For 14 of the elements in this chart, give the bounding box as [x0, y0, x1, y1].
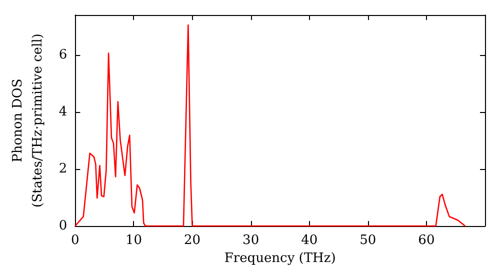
x-tick-label: 50 — [360, 233, 376, 248]
y-tick-label: 4 — [58, 104, 68, 120]
x-tick-label: 60 — [418, 233, 435, 248]
x-tick-label: 20 — [184, 233, 201, 248]
x-axis-title: Frequency (THz) — [224, 251, 336, 266]
y-tick-label: 0 — [58, 218, 68, 234]
y-tick-label: 2 — [58, 161, 68, 176]
line-series — [74, 24, 466, 227]
x-tick-label: 40 — [301, 233, 318, 248]
x-tick-label: 0 — [71, 233, 80, 248]
y-axis-title: Phonon DOS (States/THz·primitive cell) — [10, 33, 46, 208]
x-tick-label: 10 — [125, 233, 142, 248]
x-tick-label: 30 — [242, 233, 260, 248]
y-tick-label: 6 — [58, 47, 68, 62]
